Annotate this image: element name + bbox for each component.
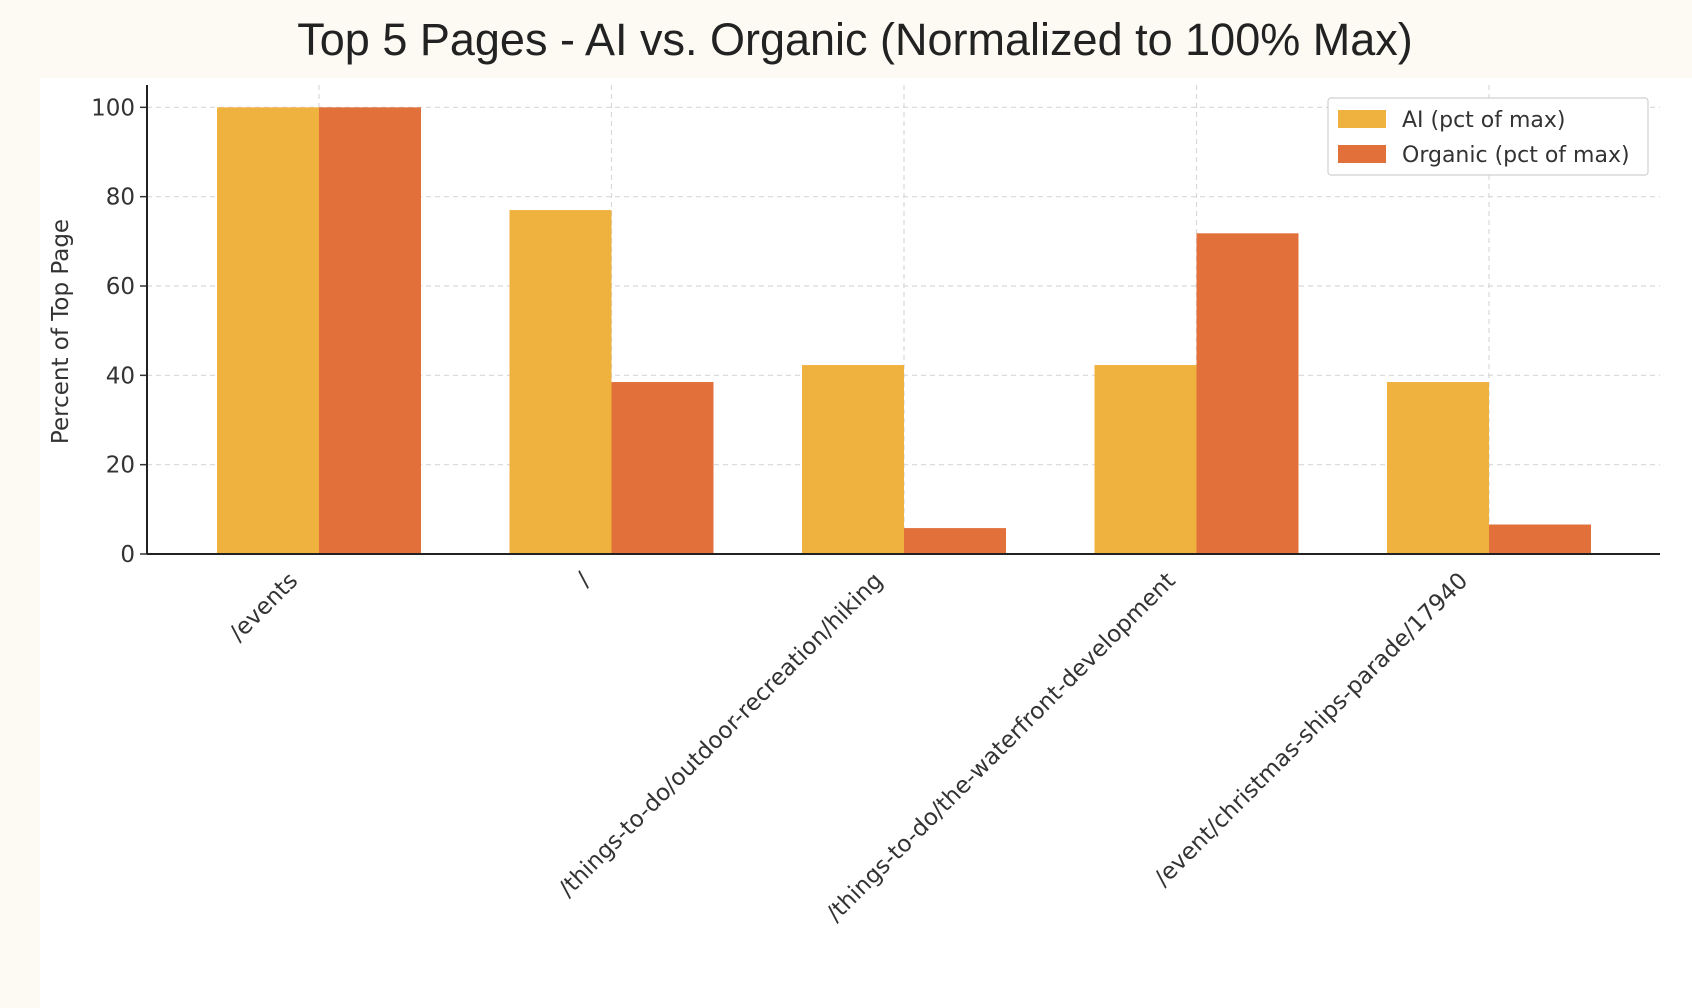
- x-category-label: /event/christmas-ships-parade/17940: [1150, 568, 1474, 892]
- y-tick-label: 80: [106, 185, 135, 211]
- bar-organic: [611, 382, 714, 554]
- bar-ai: [217, 107, 319, 554]
- x-category-label: /: [572, 568, 596, 592]
- y-tick-label: 20: [106, 453, 135, 479]
- bar-organic: [1489, 524, 1591, 554]
- legend-label: AI (pct of max): [1402, 108, 1566, 133]
- bar-organic: [1196, 233, 1299, 554]
- x-category-label: /things-to-do/the-waterfront-development: [822, 568, 1181, 927]
- bar-ai: [1094, 365, 1197, 554]
- bars: [217, 107, 1591, 555]
- chart-title: Top 5 Pages - AI vs. Organic (Normalized…: [297, 14, 1413, 65]
- y-tick-label: 0: [120, 542, 135, 568]
- bar-ai: [1387, 382, 1489, 554]
- bar-organic: [904, 528, 1006, 554]
- y-axis-title: Percent of Top Page: [48, 219, 74, 444]
- legend: AI (pct of max) Organic (pct of max): [1327, 97, 1649, 176]
- x-category-label: /things-to-do/outdoor-recreation/hiking: [554, 568, 888, 902]
- bar-ai: [509, 210, 612, 555]
- legend-box: [1327, 97, 1649, 176]
- y-tick-label: 100: [91, 95, 135, 121]
- legend-label: Organic (pct of max): [1402, 143, 1630, 168]
- y-tick-label: 40: [106, 363, 135, 389]
- x-category-label: /events: [225, 568, 304, 647]
- axes: [140, 85, 1660, 555]
- bar-organic: [319, 107, 421, 554]
- y-tick-label: 60: [106, 274, 135, 300]
- bar-ai: [802, 365, 904, 554]
- legend-swatch: [1338, 145, 1386, 163]
- legend-swatch: [1338, 110, 1386, 128]
